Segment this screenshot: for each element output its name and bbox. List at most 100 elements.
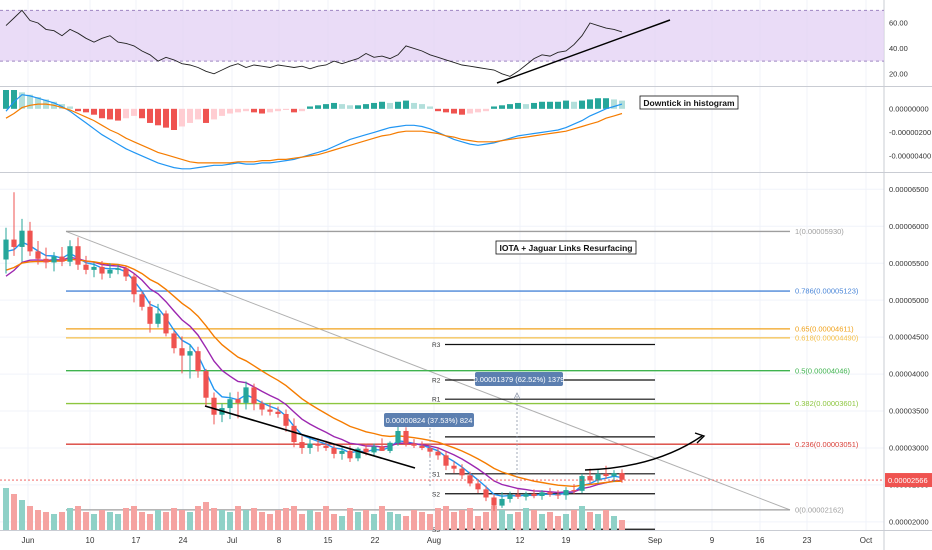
candle-body [507,494,513,499]
volume-bar [595,514,601,530]
macd-histogram-bar [611,99,617,109]
rsi-line [5,9,623,77]
volume-bar [427,514,433,530]
candle [587,468,593,485]
volume-bar [571,510,577,530]
candle-body [379,446,385,451]
measure-down-box [384,413,474,427]
candle-body [19,230,25,247]
fib-level-label-6: 0.236(0.00003051) [795,440,859,449]
macd-histogram-bar [555,101,561,109]
candle [27,221,33,256]
pivot-label-4: S1 [432,471,440,478]
candle-body [459,468,465,476]
volume-bar [163,512,169,530]
macd-histogram-bar [291,108,297,113]
volume-bar [155,510,161,530]
price-tick-label: 0.00004000 [889,370,929,379]
macd-histogram-bar [115,108,121,121]
candle-body [315,443,321,446]
candle-body [107,269,113,274]
time-tick-label: 10 [86,536,95,545]
candle-body [259,403,265,410]
candle-body [323,445,329,448]
axis-layer: 0.00006500 0.00006000 0.00005500 0.00005000… [22,19,932,545]
macd-histogram-bar [259,108,265,114]
time-tick-label: Sep [648,536,663,545]
price-tick-label: 0.00003000 [889,444,929,453]
candle [3,227,9,274]
projection-arrowhead [694,432,706,444]
volume-bar [243,510,249,530]
volume-bar [563,514,569,530]
volume-bar [115,514,121,530]
candle-body [443,455,449,466]
candle [603,465,609,480]
price-tick-label: 0.00005000 [889,296,929,305]
time-tick-label: 17 [132,536,141,545]
candle-body [187,351,193,356]
volume-bar [259,512,265,530]
measure-up-box [475,372,563,386]
candle-body [619,473,625,480]
volume-bar [523,508,529,530]
price-tick-label: 0.00002000 [889,517,929,526]
macd-histogram-bar [251,108,257,113]
candle [531,489,537,499]
macd-histogram-bar [595,98,601,109]
pivot-label-2: R1 [432,397,441,404]
volume-bar [131,506,137,530]
candle [307,439,313,454]
macd-histogram-bar [603,98,609,109]
candle-body [587,476,593,481]
macd-histogram-bar [323,104,329,109]
volume-bar [587,512,593,530]
candle-body [227,399,233,409]
time-tick-label: Oct [860,536,873,545]
volume-bar [499,510,505,530]
macd-histogram-bar [395,101,401,109]
volume-bar [555,516,561,530]
macd-histogram-bar [379,101,385,109]
volume-bar [51,514,57,530]
candle-body [579,476,585,491]
rsi-trendline [496,19,671,84]
volume-bar [531,510,537,530]
volume-bar [379,506,385,530]
candle [155,303,161,328]
volume-bar [347,508,353,530]
candle [491,494,497,511]
candle-body [523,493,529,497]
volume-bar [227,512,233,530]
candle-body [35,251,41,259]
time-tick-label: Aug [427,536,441,545]
volume-bar [59,512,65,530]
candle [595,469,601,484]
volume-bar [91,514,97,530]
volume-bar [3,488,9,530]
volume-bar [403,516,409,530]
candle-body [11,239,17,247]
macd-histogram-bar [195,108,201,120]
volume-bar [123,508,129,530]
macd-histogram-bar [347,105,353,109]
candle-body [27,230,33,252]
time-tick-label: Jun [22,536,35,545]
candle [243,381,249,410]
volume-bar [603,510,609,530]
time-tick-label: 16 [756,536,765,545]
candle-body [403,430,409,444]
fib-level-label-0: 1(0.00005930) [795,227,844,236]
candle [139,291,145,311]
candle [403,427,409,447]
candle-body [251,387,257,404]
volume-bar [283,508,289,530]
candle-body [3,239,9,260]
macd-histogram-bar [203,108,209,123]
candle [315,438,321,452]
rsi-tick-label: 60.00 [889,19,908,28]
time-tick-label: 24 [179,536,188,545]
volume-bar [475,516,481,530]
volume-bar [611,516,617,530]
